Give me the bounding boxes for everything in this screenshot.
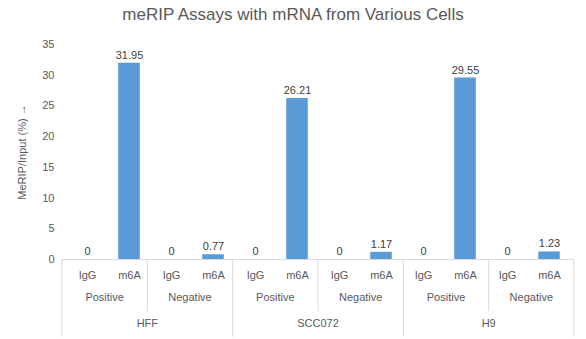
svg-text:0: 0 — [420, 245, 426, 257]
svg-text:IgG: IgG — [79, 269, 97, 281]
svg-text:20: 20 — [42, 130, 54, 142]
svg-text:H9: H9 — [482, 317, 496, 329]
svg-text:0: 0 — [84, 245, 90, 257]
svg-text:m6A: m6A — [118, 269, 141, 281]
svg-text:5: 5 — [48, 222, 54, 234]
svg-text:Positive: Positive — [427, 291, 466, 303]
svg-text:0: 0 — [252, 245, 258, 257]
svg-text:m6A: m6A — [538, 269, 561, 281]
svg-text:m6A: m6A — [286, 269, 309, 281]
svg-text:35: 35 — [42, 38, 54, 50]
svg-text:31.95: 31.95 — [116, 49, 144, 61]
svg-text:SCC072: SCC072 — [297, 317, 339, 329]
svg-text:25: 25 — [42, 99, 54, 111]
svg-text:26.21: 26.21 — [284, 84, 312, 96]
svg-text:IgG: IgG — [331, 269, 349, 281]
svg-text:1.17: 1.17 — [371, 238, 392, 250]
svg-text:IgG: IgG — [499, 269, 517, 281]
html-text:meRIP Assays with mRNA from Va: meRIP Assays with mRNA from Various Cell… — [122, 5, 464, 24]
svg-text:0.77: 0.77 — [203, 240, 224, 252]
svg-text:m6A: m6A — [202, 269, 225, 281]
svg-text:MeRIP/Input (%) →: MeRIP/Input (%) → — [16, 104, 28, 199]
svg-text:0: 0 — [336, 245, 342, 257]
svg-text:1.23: 1.23 — [539, 237, 560, 249]
svg-text:IgG: IgG — [415, 269, 433, 281]
svg-text:HFF: HFF — [137, 317, 159, 329]
svg-text:m6A: m6A — [370, 269, 393, 281]
svg-text:0: 0 — [48, 253, 54, 265]
svg-text:0: 0 — [504, 245, 510, 257]
svg-text:30: 30 — [42, 69, 54, 81]
svg-text:Positive: Positive — [85, 291, 124, 303]
svg-text:Negative: Negative — [339, 291, 382, 303]
svg-text:Negative: Negative — [168, 291, 211, 303]
svg-text:m6A: m6A — [454, 269, 477, 281]
svg-text:Positive: Positive — [256, 291, 295, 303]
svg-text:0: 0 — [168, 245, 174, 257]
svg-text:10: 10 — [42, 192, 54, 204]
svg-text:Negative: Negative — [510, 291, 553, 303]
svg-text:IgG: IgG — [163, 269, 181, 281]
svg-text:IgG: IgG — [247, 269, 265, 281]
svg-text:15: 15 — [42, 161, 54, 173]
svg-text:29.55: 29.55 — [452, 63, 480, 75]
